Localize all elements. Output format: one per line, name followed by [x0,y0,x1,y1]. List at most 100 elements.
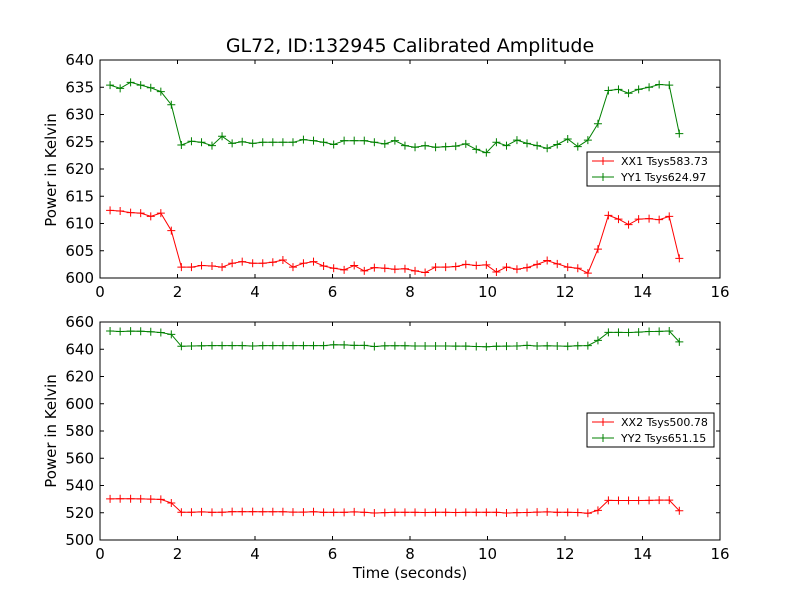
bottom-legend-entry: YY2 Tsys651.15 [620,432,706,445]
bottom-series-1-point [197,341,206,350]
top-series-0-point [167,226,176,235]
bottom-series-0-point [319,508,328,517]
top-series-0-point [360,266,369,275]
top-series-0-point [106,206,115,215]
bottom-series-1-point [288,341,297,350]
top-series-0-point [614,215,623,224]
top-series-0-point [461,260,470,269]
top-series-0-point [228,259,237,268]
bottom-series-0-point [563,508,572,517]
bottom-series-1-point [502,342,511,351]
top-series-1-point [319,138,328,147]
bottom-series-1-point [553,341,562,350]
top-x-tick-label: 0 [95,283,105,301]
top-series-1-point [431,143,440,152]
top-series-0-point [573,264,582,273]
top-series-0-point [655,215,664,224]
bottom-x-tick-label: 4 [250,545,260,563]
top-x-tick-label: 14 [633,283,652,301]
top-series-0-point [238,257,247,266]
top-series-1-point [624,89,633,98]
top-series-0-point [512,265,521,274]
bottom-series-1-point [146,327,155,336]
top-y-tick-label: 600 [65,269,94,287]
top-series-1-point [116,84,125,93]
bottom-series-0-point [421,508,430,517]
bottom-series-1-point [319,341,328,350]
top-series-0-point [207,262,216,271]
top-series-1-point [512,136,521,145]
bottom-series-0-point [228,507,237,516]
top-series-1-point [645,83,654,92]
bottom-legend-marker [599,434,607,442]
bottom-x-tick-label: 12 [555,545,574,563]
top-series-0-point [411,266,420,275]
top-series-1-point [421,141,430,150]
bottom-series-0-point [634,496,643,505]
top-series-line-0 [110,209,680,274]
top-y-tick-label: 615 [65,187,94,205]
top-series-0-point [400,264,409,273]
bottom-series-1-point [106,326,115,335]
bottom-series-0-point [238,507,247,516]
top-series-1-point [451,142,460,151]
top-series-0-point [543,256,552,265]
bottom-series-0-point [106,494,115,503]
bottom-series-0-point [156,495,165,504]
top-series-1-point [482,148,491,157]
bottom-series-1-point [441,341,450,350]
bottom-series-1-point [167,330,176,339]
bottom-series-1-point [411,341,420,350]
bottom-series-1-point [309,341,318,350]
top-series-0-point [502,263,511,272]
top-y-tick-label: 625 [65,133,94,151]
top-series-1-point [288,138,297,147]
bottom-series-1-point [126,327,135,336]
bottom-series-1-point [116,327,125,336]
top-series-1-point [441,142,450,151]
bottom-series-1-point [482,342,491,351]
bottom-series-1-point [350,341,359,350]
top-series-1-point [340,136,349,145]
top-legend-marker [599,173,607,181]
top-x-tick-label: 12 [555,283,574,301]
bottom-series-1-point [573,341,582,350]
bottom-series-1-point [340,340,349,349]
top-series-0-point [593,245,602,254]
top-series-0-point [482,260,491,269]
bottom-legend-entry: XX2 Tsys500.78 [621,416,708,429]
top-series-1-point [258,138,267,147]
bottom-series-1-point [390,341,399,350]
bottom-series-1-point [400,341,409,350]
top-series-1-point [523,139,532,148]
top-series-0-point [624,220,633,229]
top-series-0-point [441,263,450,272]
bottom-series-0-point [502,509,511,518]
bottom-y-tick-label: 500 [65,531,94,549]
bottom-series-0-point [177,508,186,517]
bottom-series-0-point [441,508,450,517]
top-series-0-point [187,263,196,272]
bottom-series-1-point [431,341,440,350]
top-series-0-point [309,257,318,266]
top-series-1-point [207,141,216,150]
top-series-1-point [248,139,257,148]
top-series-1-point [309,136,318,145]
top-series-0-point [604,211,613,220]
bottom-series-1-point [675,337,684,346]
bottom-series-0-point [472,508,481,517]
top-series-1-point [380,139,389,148]
bottom-series-1-point [634,328,643,337]
top-x-tick-label: 6 [328,283,338,301]
top-series-1-point [156,87,165,96]
top-legend-entry: XX1 Tsys583.73 [621,155,708,168]
bottom-series-1-point [136,327,145,336]
bottom-legend-marker [599,418,607,426]
bottom-series-1-point [360,341,369,350]
bottom-x-tick-label: 6 [328,545,338,563]
top-series-0-point [350,261,359,270]
bottom-series-0-point [370,509,379,518]
bottom-series-0-point [197,507,206,516]
bottom-series-1-point [258,341,267,350]
